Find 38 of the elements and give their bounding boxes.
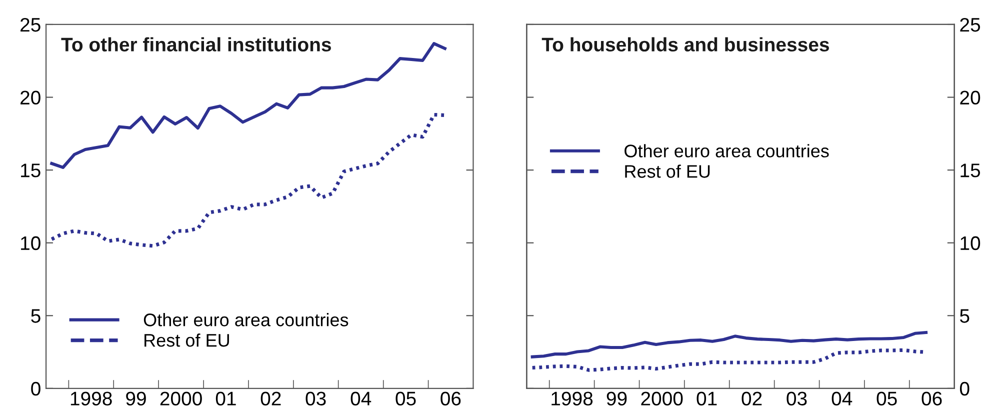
y2-tick-label: 0 (960, 382, 970, 396)
y-tick-label: 0 (31, 382, 40, 396)
y2-tick-label: 20 (960, 90, 980, 105)
x-tick-label: 04 (832, 392, 852, 406)
x-tick-label: 03 (786, 392, 807, 406)
y2-tick-label: 5 (960, 309, 970, 323)
x-tick-label: 99 (126, 392, 146, 406)
x-tick-label: 02 (742, 392, 762, 406)
y-tick-label: 15 (21, 164, 40, 178)
legend-label: Rest of EU (144, 334, 229, 347)
x-tick-label: 02 (260, 392, 281, 406)
y-tick-label: 10 (21, 236, 40, 250)
x-tick-label: 05 (876, 392, 897, 406)
y-tick-label: 5 (31, 309, 40, 323)
legend-label: Rest of EU (625, 164, 710, 178)
x-tick-label: 04 (350, 392, 372, 406)
x-tick-label: 06 (440, 392, 461, 406)
y2-tick-label: 15 (960, 164, 980, 178)
y2-tick-label: 10 (960, 236, 980, 250)
x-tick-label: 05 (396, 392, 416, 406)
line-series (50, 112, 447, 248)
y-tick-label: 20 (20, 90, 40, 105)
x-tick-label: 06 (922, 392, 942, 406)
x-tick-label: 1998 (552, 392, 593, 406)
legend-label: Other euro area countries (144, 313, 348, 326)
y2-tick-label: 25 (960, 18, 980, 32)
legend-label: Other euro area countries (624, 144, 829, 158)
y-tick-label: 25 (20, 18, 40, 32)
text: To households and businesses (542, 37, 829, 52)
line-series (530, 330, 928, 358)
x-tick-label: 03 (306, 392, 326, 406)
x-tick-label: 99 (606, 392, 627, 406)
x-tick-label: 01 (696, 392, 717, 406)
text: To other financial institutions (61, 37, 331, 52)
x-tick-label: 01 (216, 392, 236, 406)
x-tick-label: 2000 (160, 392, 202, 406)
x-tick-label: 1998 (70, 392, 112, 406)
x-tick-label: 2000 (641, 392, 683, 406)
